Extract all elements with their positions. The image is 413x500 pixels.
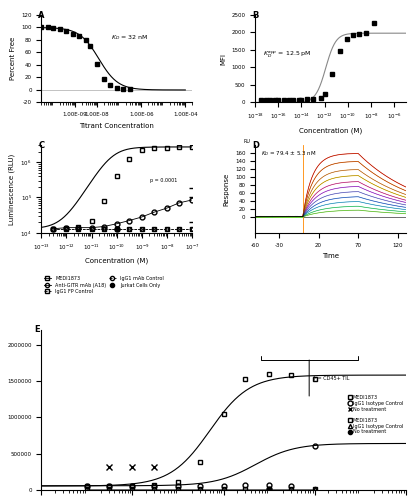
Y-axis label: Response: Response [223,172,229,206]
X-axis label: Concentration (M): Concentration (M) [298,127,361,134]
Text: D: D [252,141,259,150]
Y-axis label: RLU: RLU [0,404,2,416]
X-axis label: Concentration (M): Concentration (M) [85,258,148,264]
X-axis label: Titrant Concentration: Titrant Concentration [79,122,154,128]
Text: $K_D^{app}$ = 12.5 pM: $K_D^{app}$ = 12.5 pM [262,50,311,60]
Text: $K_D$ = 79.4 ± 5.3 nM: $K_D$ = 79.4 ± 5.3 nM [261,149,316,158]
Text: E: E [34,325,40,334]
Text: } = CD45+ TIL: } = CD45+ TIL [312,376,349,380]
Text: p = 0.0001: p = 0.0001 [150,178,177,183]
Y-axis label: Percent Free: Percent Free [9,37,16,80]
Text: A: A [38,10,45,20]
Y-axis label: MFI: MFI [219,52,225,64]
Text: C: C [38,141,45,150]
Legend: MEDI1873, IgG1 Isotype Control, No treatment, , MEDI1873, IgG1 Isotype Control, : MEDI1873, IgG1 Isotype Control, No treat… [347,395,402,434]
X-axis label: Time: Time [321,253,338,259]
Text: $K_D$ = 32 nM: $K_D$ = 32 nM [110,34,148,42]
Text: B: B [252,10,258,20]
Y-axis label: Luminescence (RLU): Luminescence (RLU) [8,154,15,224]
Legend: MEDI1873, Anti-GITR mAb (A18), IgG1 FP Control, IgG1 mAb Control, Jurkat Cells O: MEDI1873, Anti-GITR mAb (A18), IgG1 FP C… [44,276,163,294]
Text: RU: RU [242,138,249,143]
